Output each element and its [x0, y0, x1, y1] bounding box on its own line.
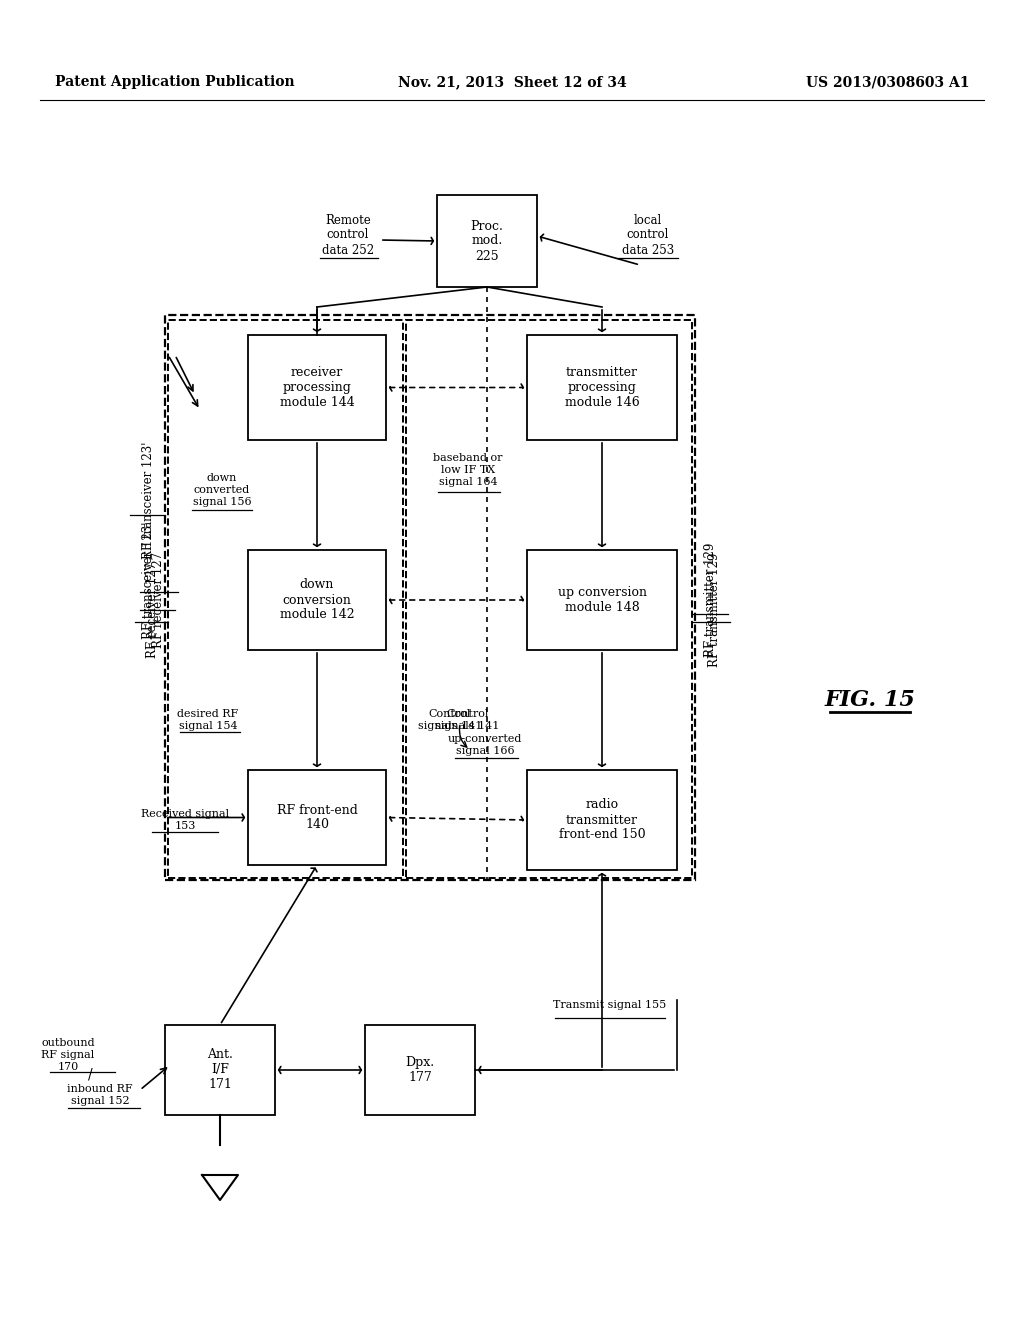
Bar: [165, 1026, 275, 1115]
Text: radio
transmitter
front-end 150: radio transmitter front-end 150: [559, 799, 645, 842]
Bar: [527, 550, 677, 649]
Text: RF front-end
140: RF front-end 140: [276, 804, 357, 832]
Bar: [165, 315, 695, 880]
Text: Dpx.
177: Dpx. 177: [406, 1056, 434, 1084]
Text: Ant.
I/F
171: Ant. I/F 171: [207, 1048, 232, 1092]
Text: up conversion
module 148: up conversion module 148: [557, 586, 646, 614]
Text: Nov. 21, 2013  Sheet 12 of 34: Nov. 21, 2013 Sheet 12 of 34: [397, 75, 627, 88]
Text: down
conversion
module 142: down conversion module 142: [280, 578, 354, 622]
Text: Proc.
mod.
225: Proc. mod. 225: [471, 219, 504, 263]
Text: FIG. 15: FIG. 15: [824, 689, 915, 711]
Text: transmitter
processing
module 146: transmitter processing module 146: [564, 366, 639, 409]
Bar: [527, 770, 677, 870]
Text: RF transmitter 129: RF transmitter 129: [709, 553, 722, 667]
Text: inbound RF
signal 152: inbound RF signal 152: [68, 1084, 133, 1106]
Text: baseband or
low IF TX
signal 164: baseband or low IF TX signal 164: [433, 453, 503, 487]
Bar: [248, 335, 386, 440]
Bar: [437, 195, 537, 286]
Text: RF receiver 127: RF receiver 127: [152, 552, 165, 648]
Bar: [248, 770, 386, 865]
Bar: [248, 550, 386, 649]
Text: receiver
processing
module 144: receiver processing module 144: [280, 366, 354, 409]
Bar: [527, 335, 677, 440]
Bar: [168, 319, 403, 878]
Text: Control
signals 141: Control signals 141: [435, 709, 500, 731]
Text: Control
signals 141: Control signals 141: [418, 709, 482, 731]
Bar: [406, 319, 692, 878]
Text: up-converted
signal 166: up-converted signal 166: [447, 734, 522, 756]
Text: /: /: [88, 1068, 92, 1082]
Text: Remote
control
data 252: Remote control data 252: [322, 214, 374, 256]
Text: RF receiver 127: RF receiver 127: [145, 562, 159, 659]
Text: RF transceiver 123': RF transceiver 123': [141, 441, 155, 558]
Text: local
control
data 253: local control data 253: [622, 214, 674, 256]
Text: Transmit signal 155: Transmit signal 155: [553, 1001, 667, 1010]
Text: US 2013/0308603 A1: US 2013/0308603 A1: [807, 75, 970, 88]
Text: Patent Application Publication: Patent Application Publication: [55, 75, 295, 88]
Bar: [365, 1026, 475, 1115]
Text: RF transceiver 123': RF transceiver 123': [141, 521, 155, 639]
Text: outbound
RF signal
170: outbound RF signal 170: [41, 1039, 95, 1072]
Text: desired RF
signal 154: desired RF signal 154: [177, 709, 239, 731]
Text: down
converted
signal 156: down converted signal 156: [193, 474, 251, 507]
Text: RF transmitter 129: RF transmitter 129: [703, 543, 717, 657]
Text: Received signal
153: Received signal 153: [141, 809, 229, 830]
